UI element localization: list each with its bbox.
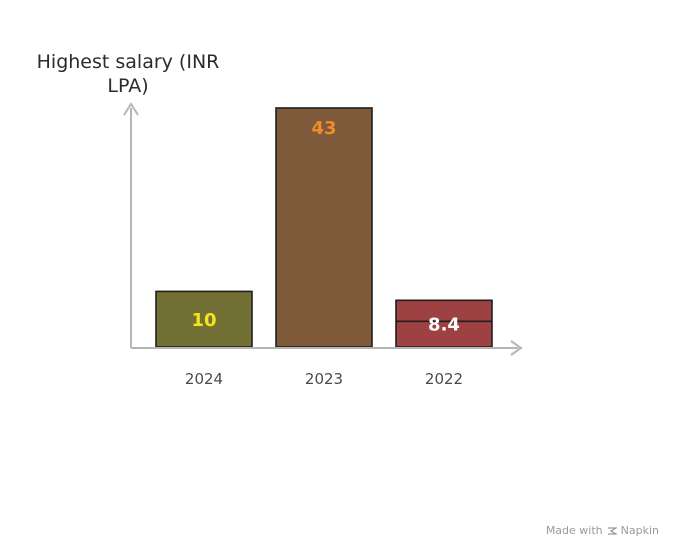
bar-2024 <box>155 290 253 348</box>
data-label-2022: 8.4 <box>428 315 460 336</box>
napkin-watermark: Made with Napkin <box>546 524 659 537</box>
watermark-brand: Napkin <box>620 524 659 537</box>
napkin-logo-icon <box>607 526 617 535</box>
data-label-2024: 10 <box>191 310 216 331</box>
x-tick-label-2023: 2023 <box>305 370 343 388</box>
x-axis-arrow-icon <box>510 340 523 356</box>
bar-2023 <box>275 107 373 348</box>
x-tick-labels: 2024 2023 2022 <box>185 370 463 388</box>
x-tick-label-2024: 2024 <box>185 370 223 388</box>
y-axis-label-line-1: Highest salary (INR <box>37 51 220 73</box>
bars-group: 10 43 8.4 <box>155 107 493 348</box>
y-axis-label-line-2: LPA) <box>107 75 148 97</box>
x-tick-label-2022: 2022 <box>425 370 463 388</box>
data-label-2023: 43 <box>311 118 336 139</box>
watermark-prefix: Made with <box>545 524 603 537</box>
y-axis-arrow-icon <box>123 102 139 116</box>
bar-2022 <box>395 299 493 348</box>
